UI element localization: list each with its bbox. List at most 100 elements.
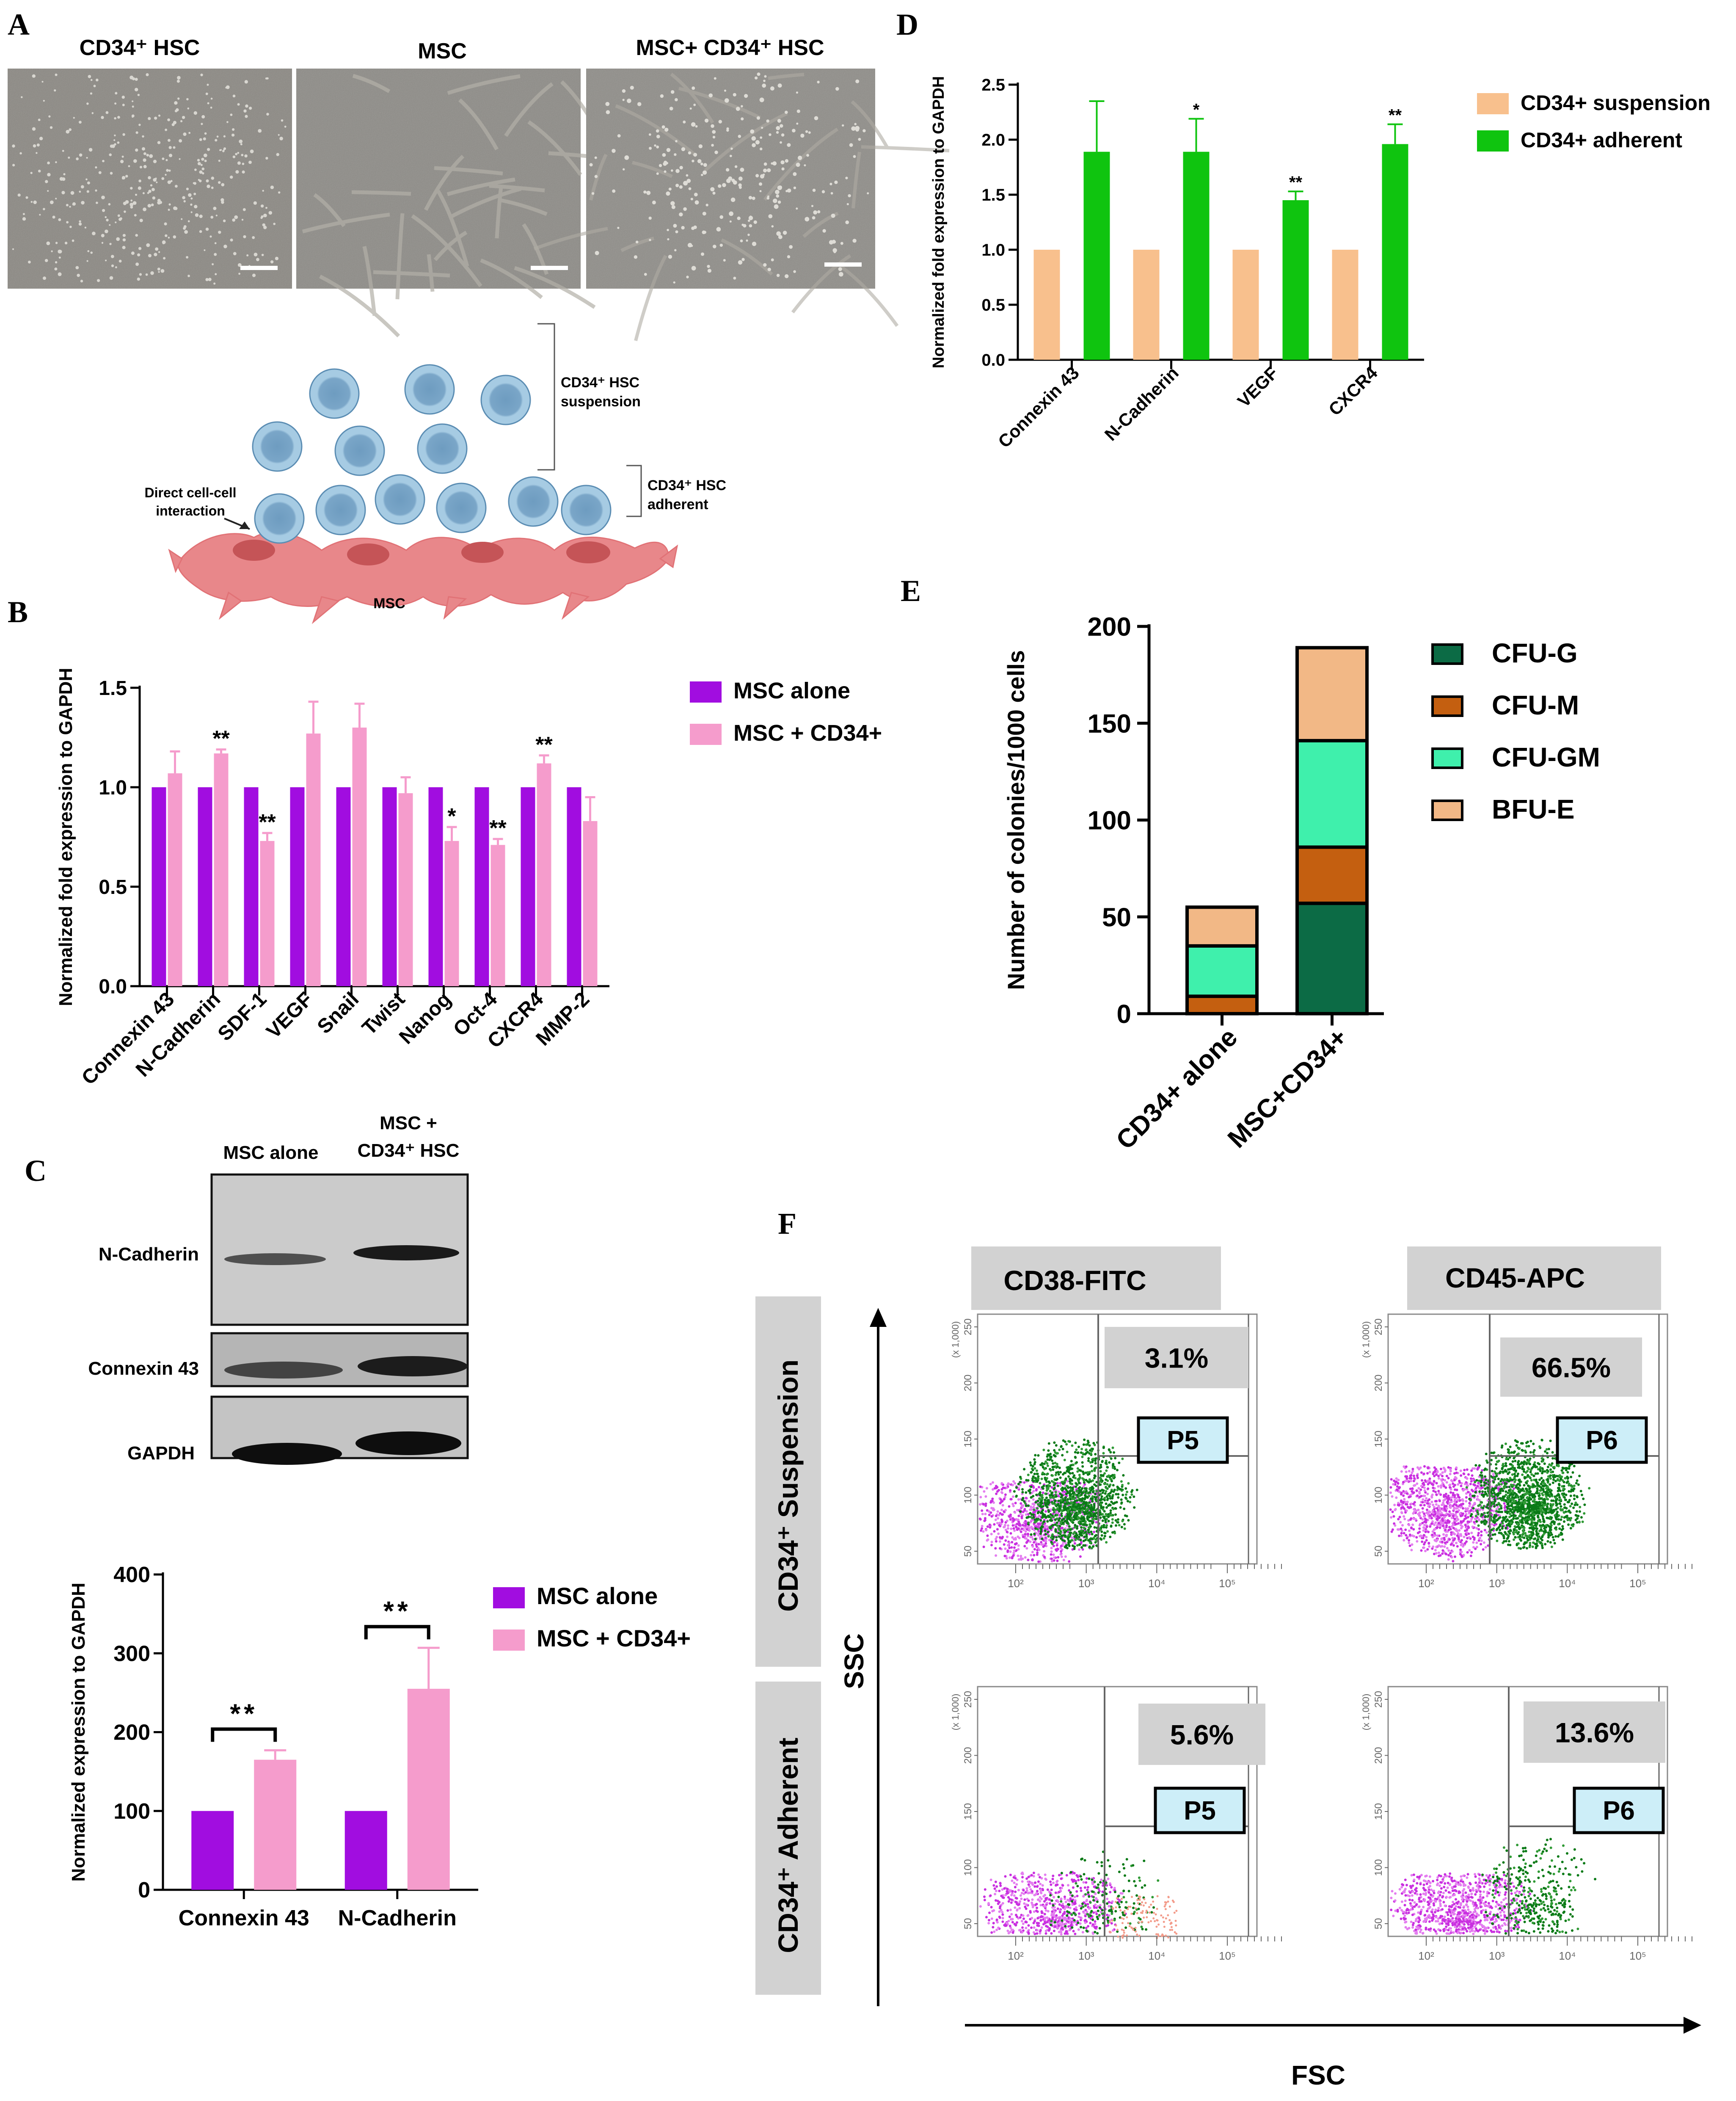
- legend-label: MSC + CD34+: [537, 1625, 691, 1652]
- bar: [1282, 200, 1309, 360]
- x-tick-label: VEGF: [1234, 363, 1282, 411]
- micrograph-1: [8, 69, 292, 289]
- micrograph-2: [296, 69, 607, 338]
- hsc-cell: [334, 425, 385, 476]
- y-tick-label: 200: [1373, 1747, 1384, 1764]
- significance-mark: **: [212, 727, 230, 751]
- significance-mark: **: [230, 1698, 258, 1729]
- panel-d: D 0.0 0.5 1.0 1.5 2.0 2.5 Normalized fold expr…: [896, 8, 1711, 452]
- flow-plots: 250 200 150 100 50 (x 1,000) 10² 10³ 10⁴ 10⁵ 3.1% P…: [950, 1313, 1692, 1962]
- panel-e: E 0 50 100 150 200 Number of colonies/1000 ce…: [901, 574, 1600, 1155]
- chart-b: 0.0 0.5 1.0 1.5 Normalized fold expression t…: [55, 668, 882, 1089]
- adherent-label-line2: adherent: [648, 496, 708, 513]
- flow-plot-4: 250 200 150 100 50 (x 1,000) 10² 10³ 10⁴ 10⁵ 13.6%…: [1361, 1686, 1692, 1962]
- y-tick-label: 50: [1102, 903, 1131, 932]
- y-tick-label: 50: [1373, 1546, 1384, 1557]
- bar: [428, 787, 443, 986]
- gate-label: P6: [1603, 1796, 1635, 1825]
- x-tick-label: CXCR4: [1325, 363, 1381, 419]
- y-axis-label: Normalized fold expression to GAPDH: [930, 76, 948, 368]
- bar: [567, 787, 581, 986]
- hsc-cell: [561, 485, 612, 535]
- adherent-bracket: [626, 465, 642, 517]
- x-tick-label: Nanog: [395, 988, 455, 1048]
- bar: [306, 733, 321, 986]
- flow-plot-2: 250 200 150 100 50 (x 1,000) 10² 10³ 10⁴ 10⁵ 66.5%…: [1361, 1313, 1692, 1590]
- bar: [290, 787, 305, 986]
- msc-layer: [168, 532, 678, 624]
- row-header-2: CD34⁺ Adherent: [772, 1737, 804, 1953]
- chart-c: 0 100 200 300 400 Normalized expression to GA…: [68, 1563, 691, 1930]
- bar: [1183, 152, 1210, 360]
- scale-bar: [531, 266, 568, 270]
- hsc-cell: [252, 421, 303, 472]
- stack-segment: [1295, 646, 1369, 742]
- panel-e-letter: E: [901, 574, 921, 608]
- y-tick-label: 0.0: [981, 351, 1005, 369]
- x-tick-label: 10⁴: [1559, 1949, 1576, 1962]
- y-tick-label: 150: [1373, 1431, 1384, 1448]
- blot-col2-label-line2: CD34⁺ HSC: [358, 1140, 460, 1161]
- x-tick-label: 10²: [1008, 1577, 1024, 1590]
- panel-c-letter: C: [25, 1154, 47, 1188]
- y-tick-label: 200: [113, 1721, 150, 1745]
- gate-label: P5: [1167, 1426, 1199, 1455]
- stack-segment: [1295, 845, 1369, 905]
- y-tick-label: 1.0: [99, 777, 127, 799]
- y-tick-label: 150: [962, 1431, 974, 1448]
- ssc-label: SSC: [839, 1633, 869, 1689]
- x-tick-label: 10⁵: [1629, 1577, 1646, 1590]
- hsc-cell: [309, 368, 360, 419]
- blot-col2-label-line1: MSC +: [380, 1113, 437, 1133]
- hsc-cell: [480, 375, 531, 425]
- x-tick-label: 10⁵: [1219, 1577, 1236, 1590]
- col-header-1-box: [971, 1246, 1221, 1310]
- panel-a-letter: A: [8, 8, 30, 41]
- y-tick-label: 100: [1373, 1486, 1384, 1503]
- col-header-2: CD45-APC: [1445, 1262, 1585, 1293]
- scale-bar: [240, 266, 278, 270]
- bar: [1332, 250, 1358, 360]
- bar: [444, 841, 459, 986]
- y-tick-label: 100: [962, 1486, 974, 1503]
- significance-mark: *: [1193, 101, 1200, 119]
- y-tick-label: 0.5: [981, 296, 1005, 314]
- y-tick-label: 300: [113, 1641, 150, 1666]
- bar: [1232, 250, 1259, 360]
- legend-swatch: [493, 1630, 525, 1651]
- y-axis-label: Normalized expression to GAPDH: [68, 1583, 89, 1882]
- bar: [1133, 250, 1160, 360]
- legend-label: MSC alone: [537, 1583, 658, 1609]
- fsc-label: FSC: [1291, 2060, 1345, 2090]
- legend-label: CD34+ suspension: [1521, 91, 1711, 115]
- panel-a: A CD34⁺ HSC MSC MSC+ CD34⁺ HSC: [8, 8, 950, 624]
- scatter-points: [1389, 1439, 1591, 1563]
- hsc-cell: [417, 423, 468, 474]
- suspension-bracket: [537, 323, 555, 471]
- stack-segment: [1185, 905, 1259, 948]
- gate-label-box: [1137, 1416, 1229, 1464]
- bar: [382, 787, 397, 986]
- percent-value: 3.1%: [1145, 1343, 1208, 1374]
- micrograph-1-label: CD34⁺ HSC: [80, 36, 200, 60]
- y-tick-label: 2.5: [981, 76, 1005, 94]
- significance-bracket: [211, 1727, 277, 1742]
- x-tick-label: 10²: [1418, 1577, 1434, 1590]
- percent-box: [1524, 1701, 1665, 1763]
- bar: [537, 763, 551, 986]
- legend-swatch: [690, 681, 722, 703]
- col-header-2-box: [1407, 1246, 1661, 1310]
- msc-label: MSC: [373, 596, 405, 612]
- x-tick-label: CD34+ alone: [1110, 1023, 1243, 1155]
- legend-swatch: [1431, 643, 1463, 665]
- panel-f-letter: F: [778, 1207, 796, 1241]
- x-tick-label: VEGF: [262, 988, 317, 1043]
- bar: [398, 793, 413, 986]
- suspension-label-line2: suspension: [561, 394, 641, 410]
- bar: [344, 1811, 387, 1890]
- y-tick-label: 250: [1373, 1691, 1384, 1708]
- flow-plot-3: 250 200 150 100 50 (x 1,000) 10² 10³ 10⁴ 10⁵ 5.6% P…: [950, 1686, 1282, 1962]
- significance-mark: *: [447, 804, 456, 829]
- legend-label: MSC + CD34+: [733, 720, 882, 746]
